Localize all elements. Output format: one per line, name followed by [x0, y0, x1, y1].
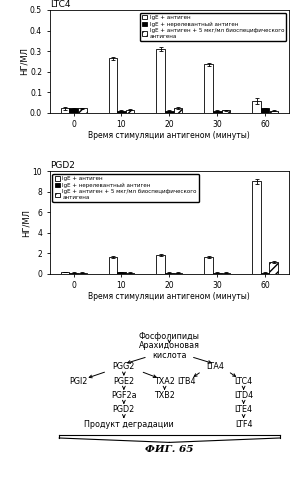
Text: Арахидоновая
кислота: Арахидоновая кислота [139, 341, 200, 360]
Bar [117, 272, 126, 274]
Text: LTD4: LTD4 [234, 391, 253, 400]
Text: TXA2: TXA2 [154, 377, 175, 386]
Bar [165, 111, 174, 113]
Bar [78, 108, 86, 113]
Bar [78, 272, 86, 274]
Bar [165, 272, 174, 274]
Text: Продукт деградации: Продукт деградации [84, 420, 173, 429]
Bar [126, 272, 134, 274]
Bar [69, 272, 78, 274]
Bar [61, 272, 69, 274]
Text: ФИГ. 65: ФИГ. 65 [145, 445, 194, 454]
Legend: IgE + антиген, IgE + нерелевантный антиген, IgE + антиген + 5 мкг/мл биоспецифич: IgE + антиген, IgE + нерелевантный антиг… [140, 13, 286, 41]
Bar [252, 182, 261, 274]
Bar [157, 49, 165, 113]
Bar [117, 111, 126, 113]
Y-axis label: НГ/МЛ: НГ/МЛ [22, 209, 31, 237]
Text: LTA4: LTA4 [206, 362, 224, 371]
Bar [204, 257, 213, 274]
Text: TXB2: TXB2 [154, 391, 175, 400]
Bar [69, 108, 78, 113]
Text: PGD2: PGD2 [113, 405, 135, 414]
Bar [261, 272, 270, 274]
Bar [213, 272, 222, 274]
Bar [204, 64, 213, 113]
Bar [222, 110, 230, 113]
X-axis label: Время стимуляции антигеном (минуты): Время стимуляции антигеном (минуты) [88, 131, 250, 140]
Text: LTE4: LTE4 [234, 405, 253, 414]
Legend: IgE + антиген, IgE + нерелевантный антиген, IgE + антиген + 5 мкг/мл биоспецифич: IgE + антиген, IgE + нерелевантный антиг… [53, 174, 199, 202]
Text: PGI2: PGI2 [69, 377, 88, 386]
Bar [109, 58, 117, 113]
Text: PGE2: PGE2 [113, 377, 134, 386]
Bar [126, 109, 134, 113]
X-axis label: Время стимуляции антигеном (минуты): Время стимуляции антигеном (минуты) [88, 292, 250, 301]
Text: PGD2: PGD2 [50, 162, 74, 171]
Y-axis label: НГ/МЛ: НГ/МЛ [20, 47, 29, 75]
Text: PGG2: PGG2 [113, 362, 135, 371]
Text: LTC4: LTC4 [234, 377, 253, 386]
Bar [261, 108, 270, 113]
Bar [270, 262, 278, 274]
Text: LTF4: LTF4 [235, 420, 252, 429]
Text: LTB4: LTB4 [177, 377, 195, 386]
Text: LTC4: LTC4 [50, 0, 70, 9]
Bar [157, 255, 165, 274]
Bar [213, 111, 222, 113]
Text: Фосфолипиды: Фосфолипиды [139, 332, 200, 341]
Bar [222, 272, 230, 274]
Bar [174, 272, 182, 274]
Bar [252, 101, 261, 113]
Bar [174, 108, 182, 113]
Text: PGF2a: PGF2a [111, 391, 137, 400]
Bar [109, 257, 117, 274]
Bar [270, 111, 278, 113]
Bar [61, 108, 69, 113]
